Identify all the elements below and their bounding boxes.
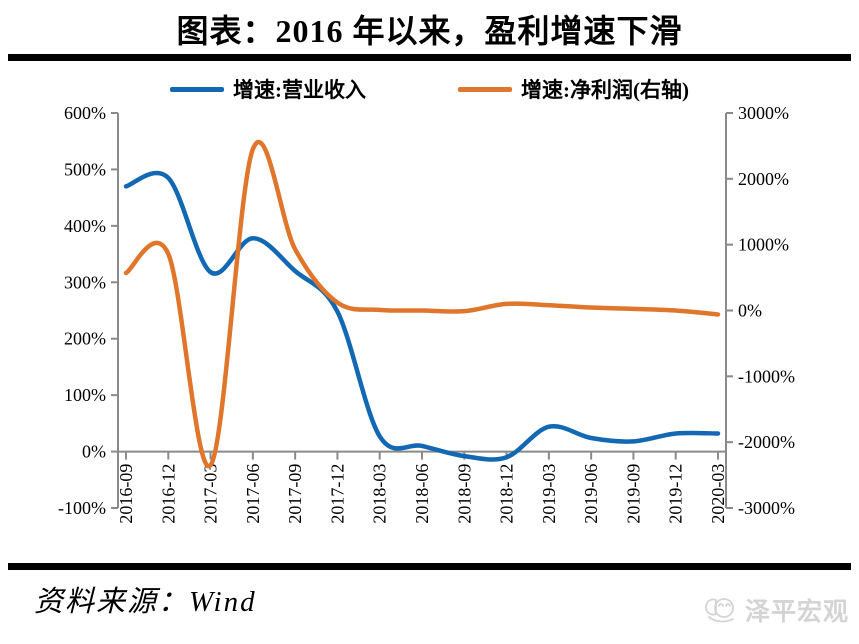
x-axis-tick-label: 2017-03 — [201, 464, 221, 524]
left-axis-tick-label: 400% — [64, 216, 106, 236]
left-axis-tick-label: 200% — [64, 329, 106, 349]
right-axis-tick-label: 1000% — [738, 235, 789, 255]
x-axis-tick-label: 2020-03 — [708, 464, 728, 524]
right-axis-tick-label: 3000% — [738, 103, 789, 123]
right-axis-tick-label: -1000% — [738, 366, 795, 386]
x-axis-tick-label: 2018-09 — [454, 464, 474, 524]
x-axis-tick-label: 2018-03 — [370, 464, 390, 524]
title-divider — [8, 54, 851, 61]
revenue-line-swatch — [170, 86, 224, 92]
left-axis-tick-label: 600% — [64, 103, 106, 123]
x-axis-tick-label: 2017-06 — [243, 464, 263, 524]
x-axis-tick-label: 2019-03 — [539, 464, 559, 524]
legend-item-net-profit: 增速:净利润(右轴) — [458, 74, 689, 104]
x-axis-tick-label: 2019-12 — [666, 464, 686, 524]
x-axis-tick-label: 2018-12 — [497, 464, 517, 524]
right-axis-tick-label: -2000% — [738, 432, 795, 452]
left-axis-tick-label: 0% — [82, 442, 106, 462]
left-axis-tick-label: 100% — [64, 385, 106, 405]
left-axis-tick-label: 300% — [64, 272, 106, 292]
legend-label-revenue: 增速:营业收入 — [233, 78, 366, 102]
source-note: 资料来源：Wind — [34, 586, 257, 618]
x-axis-tick-label: 2019-09 — [623, 464, 643, 524]
legend-label-net-profit: 增速:净利润(右轴) — [521, 78, 689, 102]
line-chart: 600% 500% 400% 300% 200% 100% 0% -100% 3000% 2000… — [58, 103, 795, 524]
revenue-growth-line — [123, 170, 721, 462]
net-profit-line-swatch — [458, 86, 512, 92]
right-axis-tick-label: 2000% — [738, 169, 789, 189]
net-profit-growth-line — [123, 139, 721, 469]
x-axis-tick-label: 2019-06 — [581, 464, 601, 524]
left-axis-tick-label: -100% — [58, 498, 106, 518]
right-axis-tick-label: 0% — [738, 301, 762, 321]
footer-divider — [8, 563, 851, 570]
x-axis-tick-label: 2017-09 — [285, 464, 305, 524]
watermark: 泽平宏观 — [703, 592, 849, 628]
right-axis-tick-label: -3000% — [738, 498, 795, 518]
x-axis-tick-label: 2016-09 — [116, 464, 136, 524]
megaphone-icon — [705, 598, 734, 623]
x-axis-tick-label: 2017-12 — [327, 464, 347, 524]
left-axis-tick-label: 500% — [64, 159, 106, 179]
watermark-text: 泽平宏观 — [744, 599, 849, 626]
legend-item-revenue: 增速:营业收入 — [170, 74, 366, 104]
legend: 增速:营业收入 增速:净利润(右轴) — [0, 74, 859, 104]
x-axis-tick-label: 2016-12 — [158, 464, 178, 524]
chart-title: 图表：2016 年以来，盈利增速下滑 — [176, 13, 683, 49]
x-axis-tick-label: 2018-06 — [412, 464, 432, 524]
